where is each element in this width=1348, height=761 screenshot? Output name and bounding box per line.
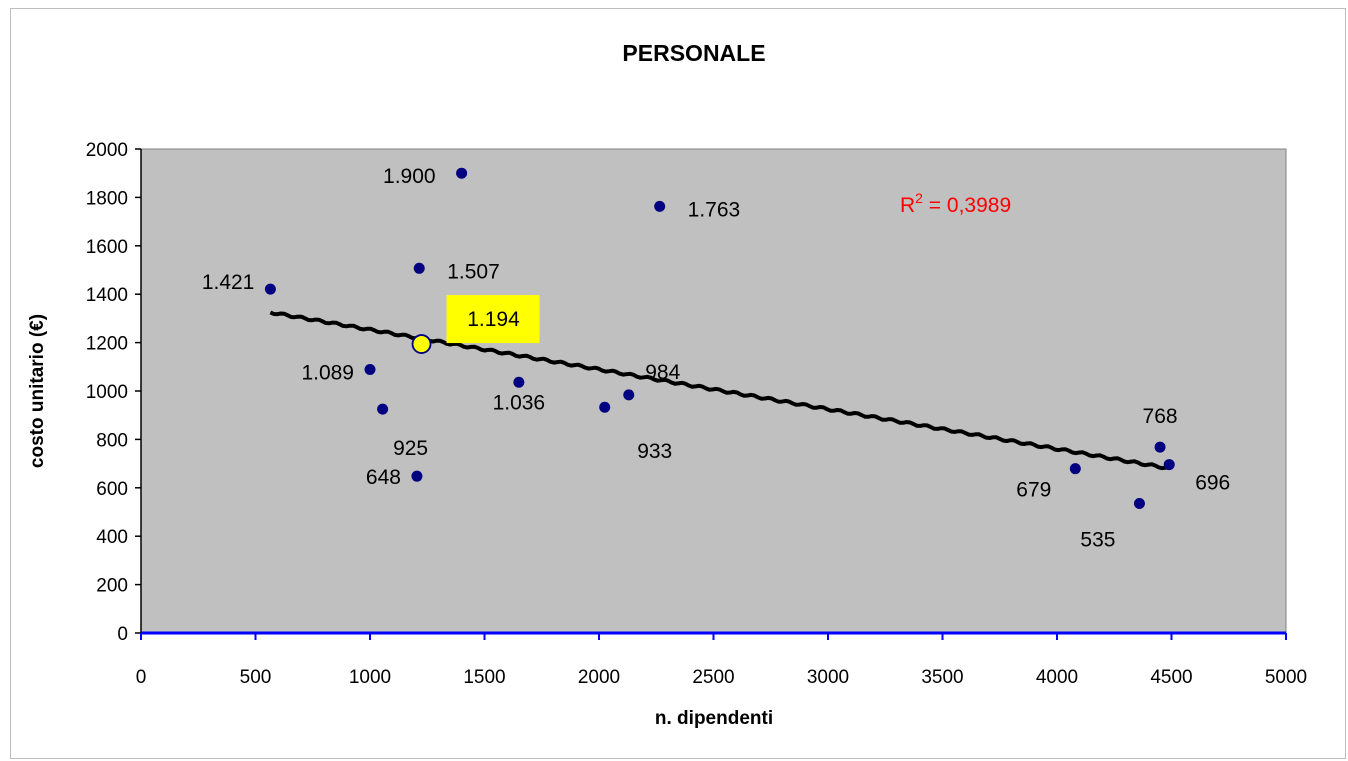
y-tick-label: 800	[96, 430, 128, 451]
data-point	[1133, 498, 1145, 510]
data-point	[411, 470, 423, 482]
x-tick-label: 5000	[1265, 667, 1307, 688]
highlight-label-box	[446, 295, 540, 344]
data-point	[599, 401, 611, 413]
data-label: 1.900	[383, 165, 436, 188]
data-point	[364, 363, 376, 375]
x-tick-label: 1500	[463, 667, 505, 688]
data-label: 933	[637, 440, 672, 463]
chart-title: PERSONALE	[622, 40, 766, 66]
data-label: 925	[393, 437, 428, 460]
r-squared-value: = 0,3989	[923, 194, 1011, 217]
data-label: 1.507	[447, 260, 500, 283]
highlight-group: 1.194	[411, 295, 540, 354]
data-point	[1069, 463, 1081, 475]
data-point	[377, 403, 389, 415]
data-point	[456, 167, 468, 179]
x-tick-label: 2000	[578, 667, 620, 688]
data-point	[1163, 459, 1175, 471]
x-tick-label: 0	[136, 667, 147, 688]
plot-area	[140, 148, 1287, 634]
data-point	[264, 283, 276, 295]
data-label: 984	[645, 361, 680, 384]
x-tick-label: 4000	[1036, 667, 1078, 688]
x-axis: 0 500 1000 1500 2000 2500 3000 3500 4000 4500 5000	[136, 631, 1307, 688]
data-label: 1.763	[688, 198, 741, 221]
data-label: 768	[1143, 405, 1178, 428]
data-labels: 1.421 1.900 1.763 1.507 1.089 925 648 1.036 933 9…	[202, 165, 1230, 551]
data-label: 696	[1195, 472, 1230, 495]
x-tick-label: 1000	[349, 667, 391, 688]
x-tick-label: 500	[240, 667, 272, 688]
y-tick-label: 1200	[86, 334, 128, 355]
y-tick-label: 2000	[86, 140, 128, 161]
y-tick-label: 1000	[86, 382, 128, 403]
data-label: 679	[1016, 479, 1051, 502]
data-points	[264, 167, 1175, 510]
y-tick-label: 600	[96, 479, 128, 500]
data-point	[623, 389, 635, 401]
data-label: 1.089	[301, 361, 354, 384]
x-tick-label: 4500	[1150, 667, 1192, 688]
x-tick-label: 3000	[807, 667, 849, 688]
y-tick-label: 1400	[86, 285, 128, 306]
data-point	[413, 262, 425, 274]
x-axis-title: n. dipendenti	[654, 708, 774, 729]
highlight-point	[411, 334, 432, 354]
y-tick-label: 400	[96, 527, 128, 548]
r-squared-prefix: R	[900, 194, 915, 217]
data-label: 648	[366, 466, 401, 489]
data-label: 1.036	[493, 391, 546, 414]
data-label: 535	[1080, 529, 1115, 552]
data-point	[513, 376, 525, 388]
data-point	[654, 200, 666, 212]
x-tick-label: 2500	[692, 667, 734, 688]
y-tick-label: 1800	[86, 188, 128, 209]
x-tick-label: 3500	[921, 667, 963, 688]
data-label: 1.421	[202, 271, 255, 294]
y-axis: 0 200 400 600 800 1000 1200 1400 1600 1800 2000	[86, 140, 142, 645]
y-tick-label: 200	[96, 576, 128, 597]
y-tick-label: 1600	[86, 237, 128, 258]
data-point	[1154, 441, 1166, 453]
r-squared-exponent: 2	[915, 190, 923, 206]
r-squared-annotation: R2 = 0,3989	[900, 190, 1011, 217]
y-tick-label: 0	[117, 624, 128, 645]
highlight-label: 1.194	[467, 308, 520, 331]
